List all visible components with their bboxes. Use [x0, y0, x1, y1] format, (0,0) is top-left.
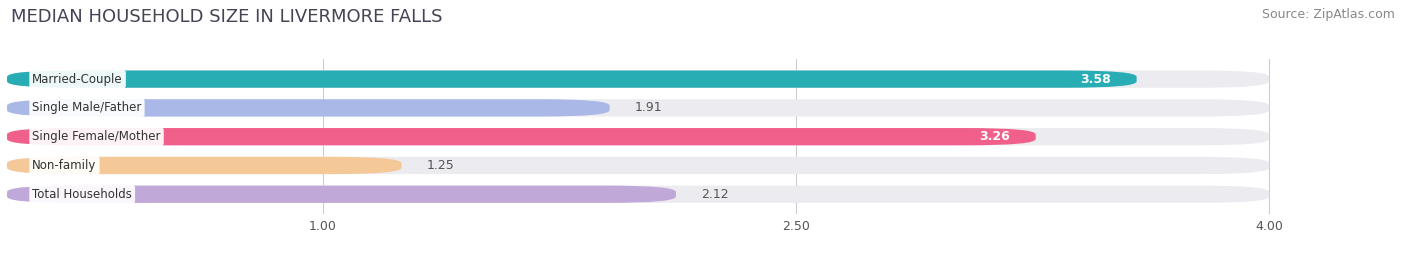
FancyBboxPatch shape	[7, 70, 1270, 88]
FancyBboxPatch shape	[7, 99, 610, 117]
Text: 2.12: 2.12	[702, 188, 728, 201]
Text: 3.26: 3.26	[980, 130, 1011, 143]
FancyBboxPatch shape	[7, 186, 1270, 203]
Text: Source: ZipAtlas.com: Source: ZipAtlas.com	[1261, 8, 1395, 21]
Text: MEDIAN HOUSEHOLD SIZE IN LIVERMORE FALLS: MEDIAN HOUSEHOLD SIZE IN LIVERMORE FALLS	[11, 8, 443, 26]
Text: 1.91: 1.91	[636, 101, 662, 114]
Text: Single Male/Father: Single Male/Father	[32, 101, 142, 114]
Text: Total Households: Total Households	[32, 188, 132, 201]
FancyBboxPatch shape	[7, 70, 1136, 88]
Text: Married-Couple: Married-Couple	[32, 73, 122, 85]
Text: 1.25: 1.25	[426, 159, 454, 172]
Text: 3.58: 3.58	[1081, 73, 1111, 85]
FancyBboxPatch shape	[7, 186, 676, 203]
Text: Single Female/Mother: Single Female/Mother	[32, 130, 160, 143]
FancyBboxPatch shape	[7, 128, 1270, 145]
FancyBboxPatch shape	[7, 157, 1270, 174]
FancyBboxPatch shape	[7, 99, 1270, 117]
FancyBboxPatch shape	[7, 157, 402, 174]
Text: Non-family: Non-family	[32, 159, 97, 172]
FancyBboxPatch shape	[7, 128, 1036, 145]
